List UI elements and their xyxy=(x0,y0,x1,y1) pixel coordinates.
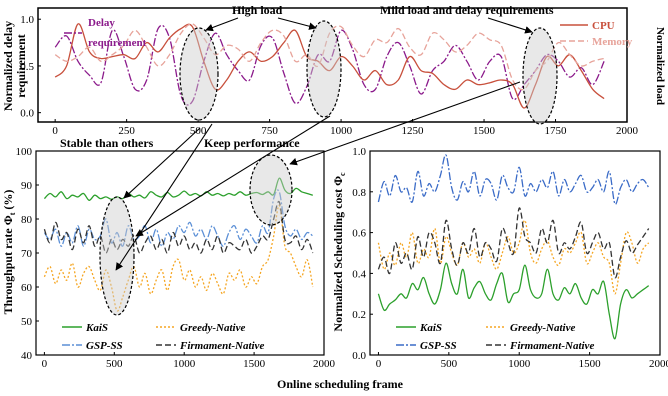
annotation-mild-load: Mild load and delay requirements xyxy=(380,3,554,17)
x-tick-label: 250 xyxy=(118,125,135,137)
annotation-arrow xyxy=(115,123,213,271)
y-tick-label: 0.2 xyxy=(352,309,366,321)
top-plot-frame xyxy=(37,7,628,123)
annotation-stable: Stable than others xyxy=(60,136,154,150)
x-tick-label: 750 xyxy=(261,125,278,137)
highlight-ellipse xyxy=(306,20,342,118)
highlight-ellipse xyxy=(522,27,558,125)
y-tick-label: 70 xyxy=(21,248,33,260)
series-line-gsp-ss xyxy=(43,189,314,247)
annotation-arrow xyxy=(277,17,317,30)
y-tick-label: 0.0 xyxy=(352,350,366,362)
bottom-right-plot-frame xyxy=(369,150,661,356)
top-y-ticks: 0.0 0.5 1.0 xyxy=(20,14,41,120)
y-tick-label: 0.6 xyxy=(352,228,366,240)
legend-label-gsp: GSP-SS xyxy=(420,340,457,352)
y-tick-label: 1.0 xyxy=(352,146,366,158)
y-tick-label: 50 xyxy=(21,316,33,328)
annotation-arrow xyxy=(205,17,239,32)
y-tick-label: 100 xyxy=(16,146,33,158)
highlight-ellipse xyxy=(99,196,135,316)
x-tick-label: 1500 xyxy=(473,125,496,137)
y-tick-label: 1.0 xyxy=(20,14,34,26)
annotation-arrow xyxy=(135,115,331,237)
bottom-left-y-ticks: 40 50 60 70 80 90 100 xyxy=(16,146,39,362)
annotation-arrow xyxy=(487,17,533,34)
common-x-axis-label: Online scheduling frame xyxy=(277,377,404,391)
series-line-greedy-native xyxy=(43,204,314,312)
series-line-memory xyxy=(54,23,605,91)
y-tick-label: 90 xyxy=(21,180,33,192)
bottom-right-x-ticks: 0 500 1000 1500 2000 xyxy=(376,352,668,370)
x-tick-label: 0 xyxy=(52,125,58,137)
legend-label-memory: Memory xyxy=(592,36,633,48)
x-tick-label: 500 xyxy=(441,358,458,370)
x-tick-label: 2000 xyxy=(616,125,639,137)
legend-label-gsp: GSP-SS xyxy=(86,340,123,352)
annotation-keep-performance: Keep performance xyxy=(204,136,300,150)
y-tick-label: 0.5 xyxy=(20,61,34,73)
bottom-left-series-group xyxy=(43,177,314,312)
legend-label-cpu: CPU xyxy=(592,20,615,32)
legend-label-greedy: Greedy-Native xyxy=(180,322,245,334)
legend-label-greedy: Greedy-Native xyxy=(510,322,575,334)
x-tick-label: 1000 xyxy=(330,125,353,137)
legend-label-firmament: Firmament-Native xyxy=(509,340,594,352)
bottom-left-panel: 0 500 1000 1500 2000 40 50 60 70 80 90 100 Stable … xyxy=(1,81,521,370)
x-tick-label: 2000 xyxy=(313,358,336,370)
top-y-axis-label: Normalized delay xyxy=(1,21,15,111)
legend-label-delay: Delay xyxy=(88,17,115,29)
bottom-right-y-axis-label: Normalized Scheduling cost Φc xyxy=(331,172,347,332)
series-line-delay-requirement xyxy=(54,24,605,106)
y-tick-label: 40 xyxy=(21,350,33,362)
series-line-firmament-native xyxy=(43,200,314,254)
bottom-right-series-group xyxy=(377,154,650,340)
series-line-gsp-ss xyxy=(377,154,650,205)
top-y-axis-label: requirement xyxy=(14,34,28,98)
top-panel: 0 250 500 750 1000 1250 1500 1750 2000 0.00.51.0… xyxy=(1,3,666,137)
legend-label-delay: requirement xyxy=(88,37,147,49)
bottom-left-y-axis-label: Throughput rate Φt (%) xyxy=(1,190,17,315)
x-tick-label: 1250 xyxy=(402,125,425,137)
y-tick-label: 0.8 xyxy=(352,187,366,199)
x-tick-label: 1000 xyxy=(173,358,196,370)
annotation-arrow xyxy=(289,81,521,166)
x-tick-label: 1500 xyxy=(243,358,266,370)
x-tick-label: 1750 xyxy=(545,125,568,137)
x-tick-label: 0 xyxy=(42,358,48,370)
highlight-ellipse xyxy=(179,27,219,121)
y-tick-label: 80 xyxy=(21,214,33,226)
top-y-axis-label-right: Normalized load xyxy=(654,27,666,105)
y-tick-label: 60 xyxy=(21,282,33,294)
y-tick-label: 0.0 xyxy=(20,108,34,120)
x-tick-label: 1000 xyxy=(508,358,531,370)
x-tick-label: 500 xyxy=(106,358,123,370)
legend-label-kais: KaiS xyxy=(419,322,442,334)
annotation-arrow xyxy=(123,127,201,199)
highlight-ellipse xyxy=(249,154,293,226)
series-line-greedy-native xyxy=(377,219,650,295)
series-line-kais xyxy=(43,177,314,201)
series-line-kais xyxy=(377,262,650,340)
bottom-right-y-ticks: 0.0 0.2 0.4 0.6 0.8 1.0 xyxy=(352,146,373,362)
series-line-firmament-native xyxy=(377,207,650,279)
x-tick-label: 1500 xyxy=(579,358,602,370)
x-tick-label: 2000 xyxy=(649,358,668,370)
x-tick-label: 0 xyxy=(376,358,382,370)
bottom-right-panel: 0 500 1000 1500 2000 0.0 0.2 0.4 0.6 0.8 1.0 KaiS… xyxy=(331,146,668,370)
legend-label-kais: KaiS xyxy=(85,322,108,334)
annotation-high-load: High load xyxy=(232,3,283,17)
y-tick-label: 0.4 xyxy=(352,268,366,280)
legend-label-firmament: Firmament-Native xyxy=(179,340,264,352)
bottom-left-x-ticks: 0 500 1000 1500 2000 xyxy=(42,352,336,370)
